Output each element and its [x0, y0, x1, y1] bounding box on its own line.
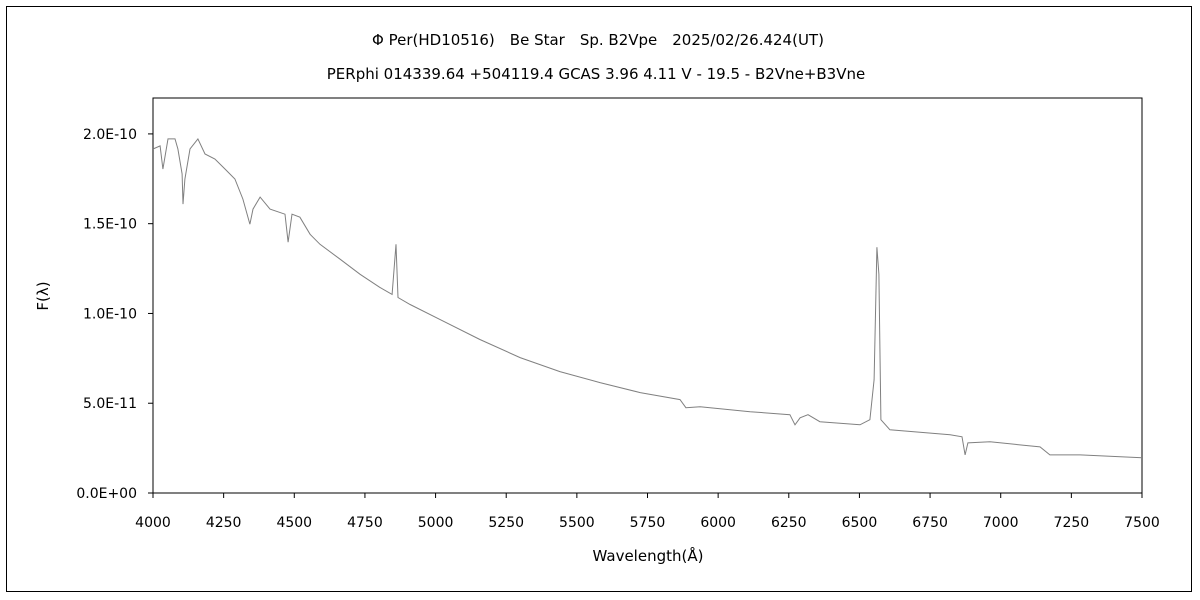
plot-area — [152, 97, 1143, 494]
x-tick-label: 5250 — [488, 515, 524, 531]
x-tick-label: 6000 — [700, 515, 736, 531]
spectrum-line — [152, 137, 1143, 459]
x-tick-label: 4250 — [206, 515, 242, 531]
x-tick-label: 7000 — [983, 515, 1019, 531]
y-tick-label: 0.0E+00 — [76, 486, 137, 502]
y-tick-label: 1.0E-10 — [83, 306, 137, 322]
x-tick-label: 5500 — [559, 515, 595, 531]
x-axis-label: Wavelength(Å) — [593, 546, 704, 565]
x-tick-label: 6750 — [912, 515, 948, 531]
x-tick-label: 6500 — [842, 515, 878, 531]
y-tick-label: 5.0E-11 — [83, 396, 137, 412]
y-tick-label: 2.0E-10 — [83, 127, 137, 143]
x-tick-label: 4750 — [347, 515, 383, 531]
x-tick-label: 4000 — [135, 515, 171, 531]
chart-frame — [6, 6, 1192, 592]
x-tick-label: 4500 — [276, 515, 312, 531]
x-tick-label: 6250 — [771, 515, 807, 531]
x-tick-label: 7500 — [1124, 515, 1160, 531]
x-tick-label: 7250 — [1054, 515, 1090, 531]
y-axis-label: F(λ) — [34, 281, 52, 310]
y-tick-label: 1.5E-10 — [83, 217, 137, 233]
x-tick-label: 5000 — [418, 515, 454, 531]
x-tick-label: 5750 — [630, 515, 666, 531]
chart-title: Φ Per(HD10516) Be Star Sp. B2Vpe 2025/02… — [372, 31, 824, 49]
chart-subtitle: PERphi 014339.64 +504119.4 GCAS 3.96 4.1… — [327, 65, 865, 83]
